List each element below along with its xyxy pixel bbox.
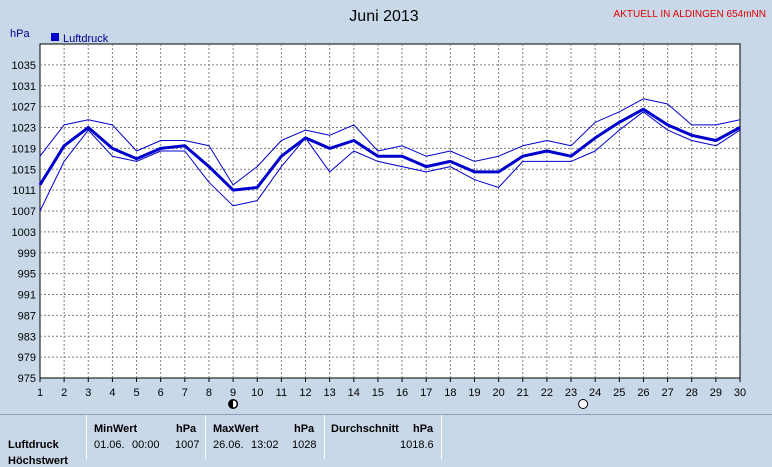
y-tick-label: 975 <box>18 373 36 385</box>
x-tick-label: 29 <box>710 387 722 399</box>
x-tick-label: 6 <box>158 387 164 399</box>
min-time: 00:00 <box>132 439 160 451</box>
y-tick-label: 1015 <box>12 164 36 176</box>
x-tick-label: 5 <box>133 387 139 399</box>
y-tick-label: 1003 <box>12 227 36 239</box>
x-tick-label: 20 <box>492 387 504 399</box>
avg-unit: hPa <box>413 423 434 435</box>
x-tick-label: 16 <box>396 387 408 399</box>
y-tick-label: 1011 <box>12 185 36 197</box>
x-tick-label: 26 <box>637 387 649 399</box>
grid <box>40 44 740 378</box>
new-moon-highlight <box>233 400 237 408</box>
series-line-min <box>39 111 741 212</box>
y-tick-label: 995 <box>18 269 36 281</box>
y-tick-label: 1019 <box>12 143 36 155</box>
full-moon-icon <box>578 399 589 409</box>
y-tick-label: 1035 <box>12 60 36 72</box>
y-tick-label: 1027 <box>12 102 36 114</box>
stats-row-label: Luftdruck <box>8 439 59 451</box>
max-date: 26.06. <box>213 439 244 451</box>
y-tick-label: 987 <box>18 310 36 322</box>
x-tick-label: 22 <box>541 387 553 399</box>
x-tick-label: 24 <box>589 387 601 399</box>
series-lines <box>38 98 741 212</box>
x-tick-label: 8 <box>206 387 212 399</box>
x-tick-label: 11 <box>276 387 287 399</box>
chart: Juni 2013 AKTUELL IN ALDINGEN 654mNN hPa… <box>10 8 766 409</box>
x-tick-label: 23 <box>565 387 577 399</box>
stats-max-column: MaxWert hPa 26.06. 13:02 1028 <box>206 415 325 459</box>
y-tick-label: 979 <box>18 352 36 364</box>
max-header: MaxWert <box>213 423 259 435</box>
x-tick-label: 18 <box>444 387 456 399</box>
y-tick-label: 991 <box>18 290 36 302</box>
moon-markers <box>228 399 589 409</box>
x-tick-label: 12 <box>299 387 311 399</box>
y-axis-unit: hPa <box>10 28 30 40</box>
x-tick-label: 19 <box>468 387 480 399</box>
max-value: 1028 <box>292 439 317 451</box>
min-date: 01.06. <box>94 439 125 451</box>
x-tick-label: 7 <box>182 387 188 399</box>
y-tick-label: 1031 <box>12 81 36 93</box>
x-tick-label: 28 <box>686 387 698 399</box>
x-tick-label: 2 <box>61 387 67 399</box>
x-tick-label: 9 <box>230 387 236 399</box>
chart-title: Juni 2013 <box>349 8 418 25</box>
y-tick-label: 1023 <box>12 123 36 135</box>
stats-panel: Luftdruck Höchstwert MinWert hPa 01.06. … <box>0 414 772 467</box>
min-header: MinWert <box>94 423 138 435</box>
y-tick-label: 999 <box>18 248 36 260</box>
legend-label: Luftdruck <box>63 33 109 45</box>
y-axis-ticks: 975 979 983 987 991 995 999 1003 1007 1011 1015 101… <box>12 60 36 385</box>
avg-header: Durchschnitt <box>331 423 399 435</box>
y-tick-label: 983 <box>18 331 36 343</box>
stats-row-label: Höchstwert <box>8 455 68 467</box>
x-tick-label: 25 <box>613 387 625 399</box>
x-axis-ticks: 1 2 3 4 5 6 7 8 9 10 11 12 13 14 15 16 17 18 19 20 21 22 23 24 2… <box>37 378 746 399</box>
x-tick-label: 15 <box>372 387 384 399</box>
stats-label-column: Luftdruck Höchstwert <box>0 415 87 467</box>
max-unit: hPa <box>294 423 315 435</box>
min-unit: hPa <box>176 423 197 435</box>
min-value: 1007 <box>175 439 200 451</box>
avg-value: 1018.6 <box>400 439 434 451</box>
location-banner: AKTUELL IN ALDINGEN 654mNN <box>614 9 766 20</box>
series-line-mean <box>38 107 741 192</box>
x-tick-label: 17 <box>420 387 432 399</box>
x-tick-label: 30 <box>734 387 746 399</box>
stats-avg-column: Durchschnitt hPa 1018.6 <box>325 415 442 459</box>
series-line-max <box>39 98 741 186</box>
legend-swatch <box>51 33 59 41</box>
max-time: 13:02 <box>251 439 279 451</box>
x-tick-label: 4 <box>109 387 115 399</box>
x-tick-label: 21 <box>517 387 529 399</box>
x-tick-label: 13 <box>324 387 336 399</box>
x-tick-label: 27 <box>661 387 673 399</box>
x-tick-label: 1 <box>37 387 43 399</box>
stats-min-column: MinWert hPa 01.06. 00:00 1007 <box>87 415 206 459</box>
x-tick-label: 10 <box>251 387 263 399</box>
x-tick-label: 14 <box>348 387 360 399</box>
y-tick-label: 1007 <box>12 206 36 218</box>
x-tick-label: 3 <box>85 387 91 399</box>
